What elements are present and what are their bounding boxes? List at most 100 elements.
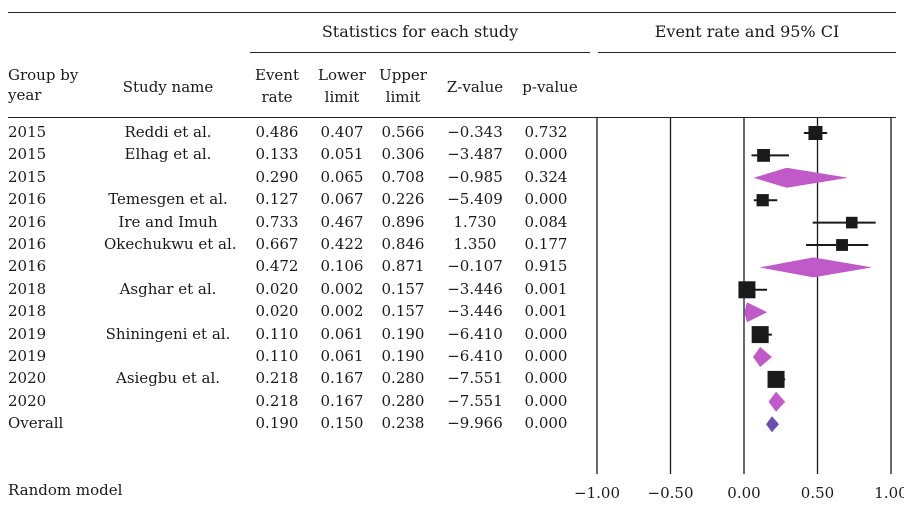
cell-year: 2016 xyxy=(8,190,47,209)
study-square xyxy=(756,194,769,207)
cell-study: Reddi et al. xyxy=(124,123,212,141)
cell-lower: 0.106 xyxy=(320,257,364,276)
x-tick-label: 0.00 xyxy=(727,484,760,502)
cell-rate: 0.667 xyxy=(255,235,299,253)
header-bottom-rule xyxy=(8,117,896,118)
cell-p: 0.001 xyxy=(524,302,568,321)
col-header-p: p-value xyxy=(522,78,578,96)
cell-rate: 0.190 xyxy=(255,414,299,433)
subgroup-diamond xyxy=(744,302,768,323)
cell-p: 0.000 xyxy=(524,190,568,209)
cell-z: −3.446 xyxy=(447,302,503,321)
col-header-lower: Lower limit xyxy=(314,66,370,106)
cell-z: −3.487 xyxy=(447,145,503,164)
study-square xyxy=(808,126,823,140)
model-label: Random model xyxy=(8,481,123,499)
cell-year: 2018 xyxy=(8,302,47,321)
cell-rate: 0.486 xyxy=(255,123,299,141)
cell-upper: 0.846 xyxy=(381,235,425,253)
study-square xyxy=(738,281,756,299)
plot-group-rule xyxy=(598,52,896,53)
cell-rate: 0.020 xyxy=(255,302,299,321)
cell-upper: 0.157 xyxy=(381,302,425,321)
cell-lower: 0.002 xyxy=(320,302,364,321)
cell-lower: 0.061 xyxy=(320,324,364,343)
cell-study: Temesgen et al. xyxy=(108,190,228,209)
col-header-lower-line2: limit xyxy=(324,88,360,106)
cell-z: −7.551 xyxy=(447,391,503,410)
cell-upper: 0.708 xyxy=(381,167,425,186)
col-header-z: Z-value xyxy=(446,78,504,96)
cell-study: Asiegbu et al. xyxy=(115,369,221,388)
cell-upper: 0.238 xyxy=(381,414,425,433)
cell-upper: 0.871 xyxy=(381,257,425,276)
cell-p: 0.732 xyxy=(524,123,568,141)
cell-upper: 0.306 xyxy=(381,145,425,164)
cell-lower: 0.065 xyxy=(320,167,364,186)
cell-year: 2020 xyxy=(8,369,47,388)
cell-year: 2018 xyxy=(8,279,47,298)
col-header-year-line1: Group by xyxy=(8,66,79,84)
study-square xyxy=(836,239,848,251)
stats-group-header: Statistics for each study xyxy=(321,22,519,41)
cell-year: 2020 xyxy=(8,391,47,410)
col-header-rate-line1: Event xyxy=(255,66,299,84)
x-tick-label: 0.50 xyxy=(801,484,834,502)
cell-p: 0.084 xyxy=(524,212,568,231)
cell-z: −3.446 xyxy=(447,279,503,298)
cell-year: 2019 xyxy=(8,324,47,343)
cell-z: −0.985 xyxy=(447,167,503,186)
x-tick-label: −0.50 xyxy=(648,484,694,502)
overall-diamond xyxy=(766,416,779,433)
cell-p: 0.000 xyxy=(524,414,568,433)
cell-rate: 0.218 xyxy=(255,391,299,410)
cell-upper: 0.280 xyxy=(381,391,425,410)
cell-z: 1.730 xyxy=(453,212,497,231)
cell-study: Ire and Imuh xyxy=(118,212,218,231)
cell-z: 1.350 xyxy=(453,235,497,253)
cell-lower: 0.467 xyxy=(320,212,364,231)
plot-group-header: Event rate and 95% CI xyxy=(654,22,840,41)
cell-z: −6.410 xyxy=(447,324,503,343)
cell-year: 2016 xyxy=(8,212,47,231)
cell-z: −7.551 xyxy=(447,369,503,388)
cell-p: 0.000 xyxy=(524,369,568,388)
cell-p: 0.177 xyxy=(524,235,568,253)
cell-lower: 0.422 xyxy=(320,235,364,253)
cell-lower: 0.150 xyxy=(320,414,364,433)
cell-upper: 0.896 xyxy=(381,212,425,231)
col-header-year: Group by year xyxy=(8,66,78,104)
cell-upper: 0.157 xyxy=(381,279,425,298)
col-header-lower-line1: Lower xyxy=(318,66,366,84)
cell-study: Shiningeni et al. xyxy=(105,324,231,343)
cell-p: 0.001 xyxy=(524,279,568,298)
study-square xyxy=(767,370,785,388)
cell-rate: 0.127 xyxy=(255,190,299,209)
col-header-study: Study name xyxy=(122,78,214,96)
cell-upper: 0.566 xyxy=(381,123,425,141)
subgroup-diamond xyxy=(752,347,772,367)
cell-p: 0.324 xyxy=(524,167,568,186)
study-square xyxy=(751,326,769,344)
cell-p: 0.000 xyxy=(524,347,568,365)
cell-lower: 0.407 xyxy=(320,123,364,141)
col-header-year-line2: year xyxy=(8,86,42,104)
subgroup-diamond xyxy=(753,167,849,188)
cell-rate: 0.218 xyxy=(255,369,299,388)
x-tick-label: −1.00 xyxy=(574,484,620,502)
cell-year: 2015 xyxy=(8,145,47,164)
cell-study: Elhag et al. xyxy=(124,145,212,164)
cell-lower: 0.002 xyxy=(320,279,364,298)
cell-z: −5.409 xyxy=(447,190,503,209)
cell-year: 2019 xyxy=(8,347,47,365)
cell-lower: 0.051 xyxy=(320,145,364,164)
cell-z: −6.410 xyxy=(447,347,503,365)
cell-rate: 0.110 xyxy=(255,324,299,343)
cell-lower: 0.167 xyxy=(320,391,364,410)
cell-rate: 0.733 xyxy=(255,212,299,231)
cell-rate: 0.133 xyxy=(255,145,299,164)
col-header-upper: Upper limit xyxy=(372,66,434,106)
col-header-rate: Event rate xyxy=(250,66,304,106)
subgroup-diamond xyxy=(759,257,873,278)
